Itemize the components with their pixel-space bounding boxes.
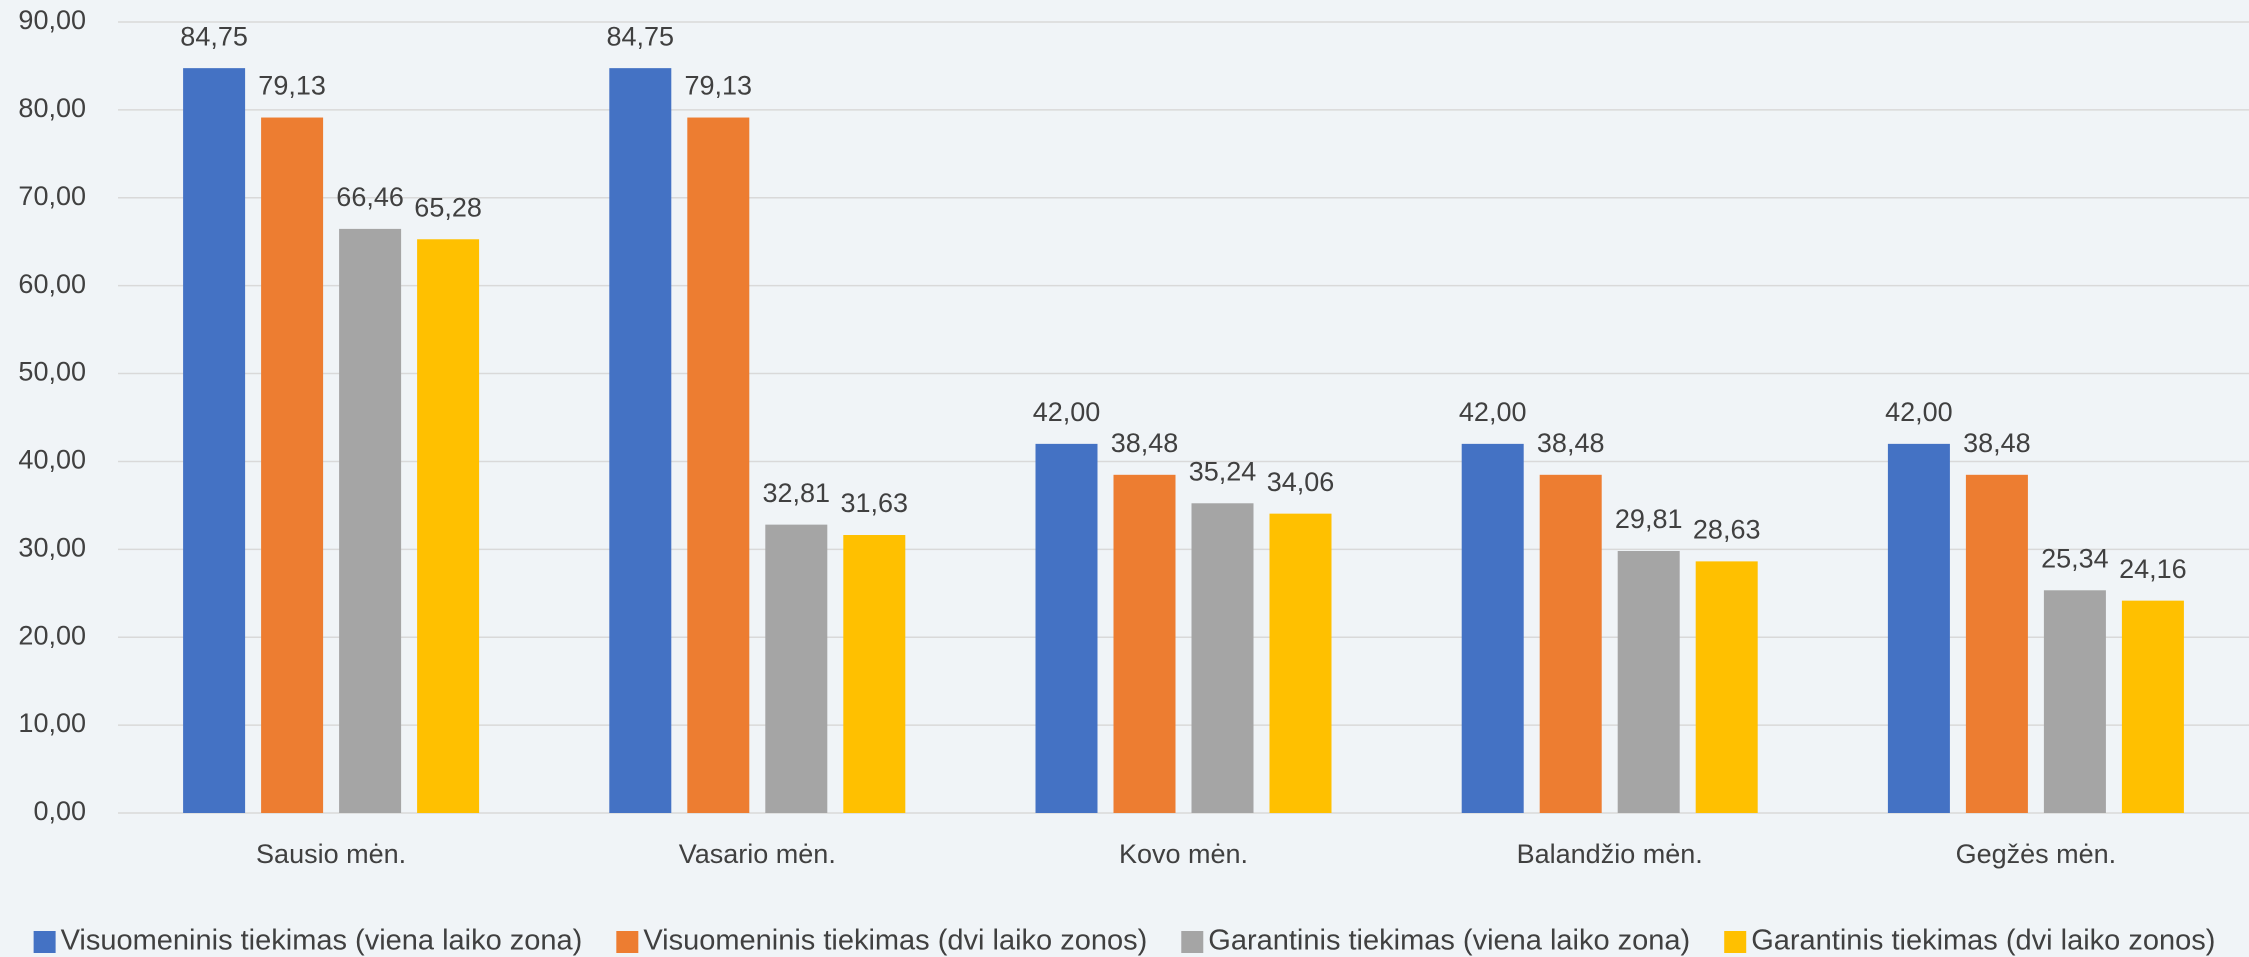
- bar: [417, 239, 480, 813]
- data-label: 42,00: [1033, 397, 1101, 427]
- y-tick-label: 60,00: [18, 269, 86, 299]
- bar: [1695, 561, 1758, 813]
- bar: [1617, 551, 1680, 813]
- y-tick-label: 10,00: [18, 708, 86, 738]
- x-tick-label: Gegžės mėn.: [1956, 839, 2117, 869]
- data-label: 84,75: [180, 21, 248, 51]
- x-tick-label: Kovo mėn.: [1119, 839, 1248, 869]
- x-tick-label: Vasario mėn.: [679, 839, 836, 869]
- data-label: 31,63: [841, 488, 909, 518]
- bar: [2121, 600, 2184, 813]
- legend-label: Visuomeninis tiekimas (viena laiko zona): [61, 925, 583, 957]
- data-label: 38,48: [1963, 428, 2031, 458]
- bar: [1887, 443, 1950, 813]
- data-label: 66,46: [336, 182, 404, 212]
- data-label: 42,00: [1885, 397, 1953, 427]
- bar: [1035, 443, 1098, 813]
- bar: [843, 535, 906, 813]
- data-label: 38,48: [1111, 428, 1179, 458]
- y-tick-label: 80,00: [18, 93, 86, 123]
- bar: [2043, 590, 2106, 813]
- data-label: 35,24: [1189, 456, 1257, 486]
- legend-swatch: [616, 931, 639, 953]
- legend-label: Visuomeninis tiekimas (dvi laiko zonos): [643, 925, 1147, 957]
- bar: [687, 117, 750, 814]
- data-label: 25,34: [2041, 543, 2109, 573]
- bar: [1113, 474, 1176, 813]
- data-label: 29,81: [1615, 504, 1683, 534]
- bar: [1461, 443, 1524, 813]
- y-tick-label: 30,00: [18, 532, 86, 562]
- data-label: 38,48: [1537, 428, 1605, 458]
- data-label: 32,81: [763, 478, 831, 508]
- bar: [339, 228, 402, 813]
- bar: [261, 117, 324, 814]
- data-label: 79,13: [685, 71, 753, 101]
- legend-swatch: [1181, 931, 1204, 953]
- data-label: 34,06: [1267, 467, 1335, 497]
- bar: [1539, 474, 1602, 813]
- data-label: 84,75: [607, 21, 675, 51]
- legend-swatch: [33, 931, 56, 953]
- y-tick-label: 20,00: [18, 620, 86, 650]
- bar: [609, 68, 672, 814]
- bar: [1191, 503, 1254, 813]
- data-label: 79,13: [258, 71, 326, 101]
- data-label: 24,16: [2119, 554, 2187, 584]
- x-tick-label: Balandžio mėn.: [1517, 839, 1703, 869]
- bar: [183, 68, 246, 814]
- y-tick-label: 40,00: [18, 445, 86, 475]
- bar: [1965, 474, 2028, 813]
- legend-swatch: [1724, 931, 1747, 953]
- legend-label: Garantinis tiekimas (viena laiko zona): [1208, 925, 1690, 957]
- y-tick-label: 70,00: [18, 181, 86, 211]
- y-tick-label: 90,00: [18, 5, 86, 35]
- bar: [1269, 513, 1332, 813]
- data-label: 65,28: [414, 192, 482, 222]
- data-label: 42,00: [1459, 397, 1527, 427]
- legend-label: Garantinis tiekimas (dvi laiko zonos): [1751, 925, 2215, 957]
- y-tick-label: 50,00: [18, 357, 86, 387]
- y-tick-label: 0,00: [33, 796, 86, 826]
- x-tick-label: Sausio mėn.: [256, 839, 406, 869]
- legend: Visuomeninis tiekimas (viena laiko zona)…: [33, 925, 2215, 957]
- data-label: 28,63: [1693, 514, 1761, 544]
- bar: [765, 524, 828, 813]
